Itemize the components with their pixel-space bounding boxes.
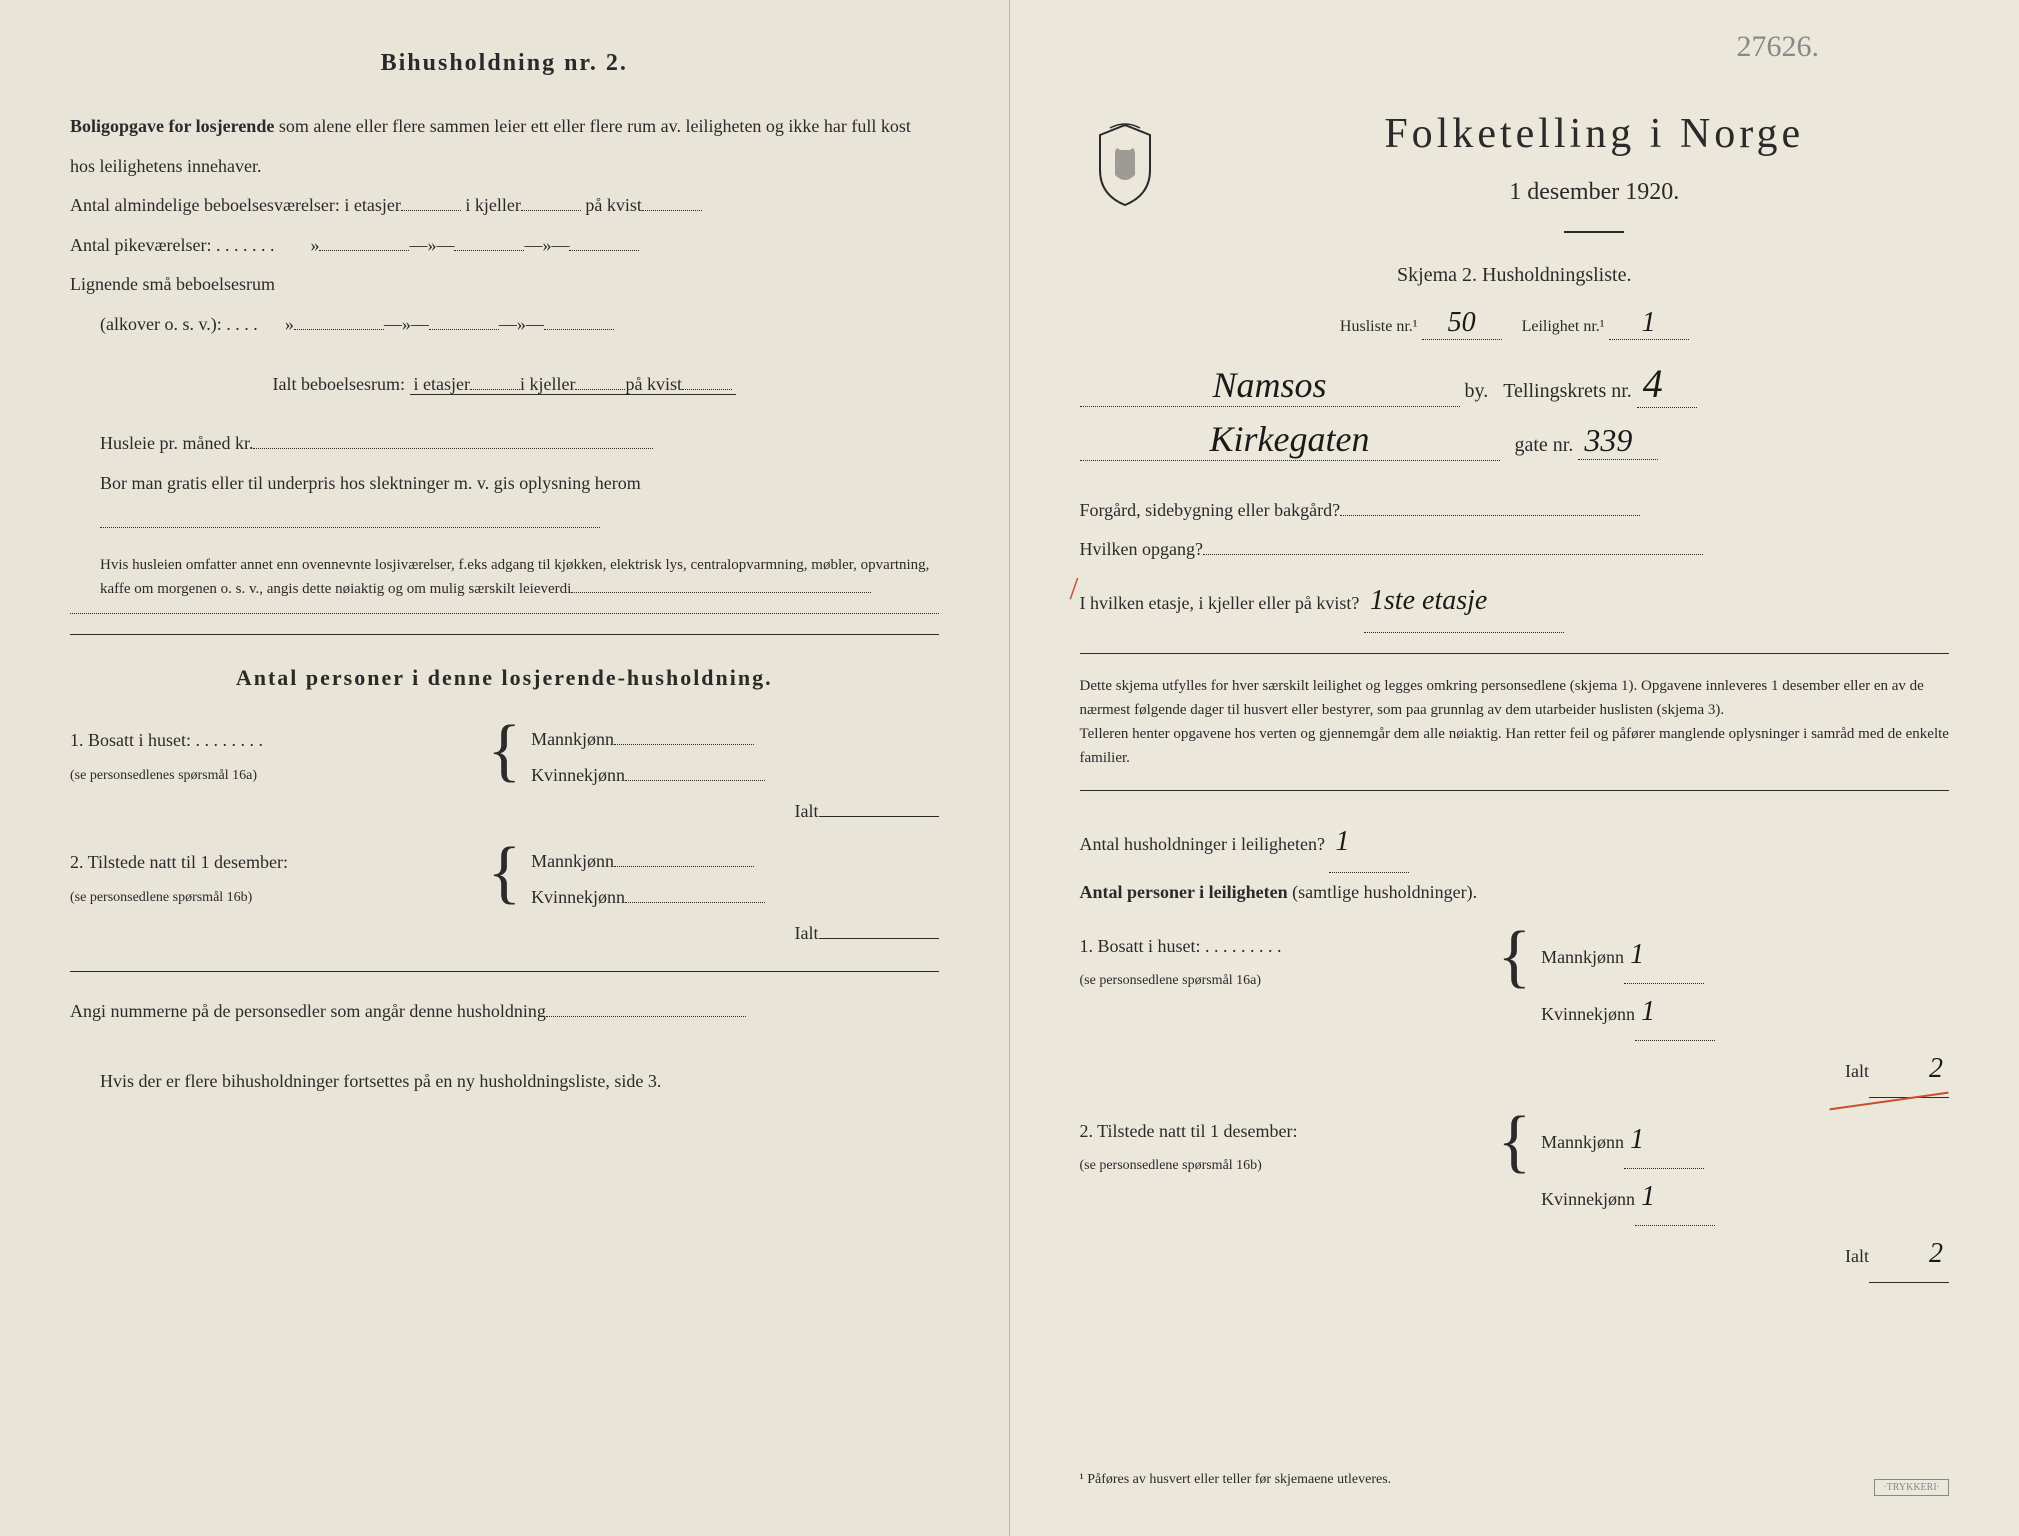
- right-divider1: [1080, 653, 1950, 654]
- intro-paragraph: Boligopgave for losjerende som alene ell…: [70, 107, 939, 186]
- pencil-annotation: 27626.: [1737, 30, 1820, 64]
- printer-stamp: ·TRYKKERI·: [1874, 1479, 1949, 1496]
- left-q2: 2. Tilstede natt til 1 desember: (se per…: [70, 843, 939, 951]
- main-title: Folketelling i Norge: [1240, 110, 1950, 158]
- antal-hush-value: 1: [1329, 826, 1355, 857]
- q2-total-val: 2: [1923, 1238, 1949, 1269]
- coat-of-arms-icon: [1090, 120, 1160, 210]
- free-text: Bor man gratis eller til underpris hos s…: [100, 464, 939, 543]
- angi-line: Angi nummerne på de personsedler som ang…: [70, 992, 939, 1032]
- q2-female-val: 1: [1635, 1181, 1661, 1212]
- rent-note: Hvis husleien omfatter annet enn ovennev…: [100, 553, 939, 601]
- brace-icon: {: [1487, 927, 1541, 987]
- instructions: Dette skjema utfylles for hver særskilt …: [1080, 674, 1950, 770]
- forgard-line: Forgård, sidebygning eller bakgård?: [1080, 491, 1950, 531]
- brace-icon: {: [477, 721, 531, 781]
- etasje-line: I hvilken etasje, i kjeller eller på kvi…: [1080, 570, 1950, 633]
- red-mark-icon: /: [1070, 570, 1079, 607]
- antal-pers-heading: Antal personer i leiligheten (samtlige h…: [1080, 873, 1950, 913]
- footnote: ¹ Påføres av husvert eller teller før sk…: [1080, 1465, 1392, 1496]
- leilighet-value: 1: [1636, 307, 1662, 338]
- q1-male-val: 1: [1624, 939, 1650, 970]
- rooms-line: Antal almindelige beboelsesværelser: i e…: [70, 186, 939, 226]
- left-divider2: [70, 971, 939, 972]
- census-date: 1 desember 1920.: [1240, 166, 1950, 219]
- street-row: Kirkegaten gate nr. 339: [1080, 418, 1950, 461]
- right-q2: 2. Tilstede natt til 1 desember: (se per…: [1080, 1112, 1950, 1283]
- krets-value: 4: [1637, 361, 1669, 406]
- left-divider: [70, 634, 939, 635]
- opgang-line: Hvilken opgang?: [1080, 530, 1950, 570]
- schema-label: Skjema 2. Husholdningsliste.: [1080, 253, 1950, 297]
- city-row: Namsos by. Tellingskrets nr. 4: [1080, 360, 1950, 408]
- left-q1: 1. Bosatt i huset: . . . . . . . . (se p…: [70, 721, 939, 829]
- brace-icon: {: [477, 843, 531, 903]
- gate-value: 339: [1578, 422, 1638, 458]
- intro-bold: Boligopgave for losjerende: [70, 116, 274, 136]
- antal-hush-line: Antal husholdninger i leiligheten? 1: [1080, 811, 1950, 874]
- etasje-value: 1ste etasje: [1364, 585, 1493, 616]
- right-q1: 1. Bosatt i huset: . . . . . . . . . (se…: [1080, 927, 1950, 1098]
- brace-icon: {: [1487, 1112, 1541, 1172]
- right-divider2: [1080, 790, 1950, 791]
- q1-female-val: 1: [1635, 996, 1661, 1027]
- street-value: Kirkegaten: [1204, 419, 1376, 459]
- q2-male-val: 1: [1624, 1124, 1650, 1155]
- rent-line: Husleie pr. måned kr.: [100, 424, 939, 464]
- right-page: 27626. Folketelling i Norge 1 desember 1…: [1010, 0, 2019, 1536]
- left-page: Bihusholdning nr. 2. Boligopgave for los…: [0, 0, 1010, 1536]
- husliste-value: 50: [1442, 307, 1482, 338]
- city-value: Namsos: [1206, 365, 1332, 405]
- q1-total-val: 2: [1923, 1053, 1949, 1084]
- right-header: Folketelling i Norge 1 desember 1920.: [1240, 110, 1950, 233]
- husliste-row: Husliste nr.¹ 50 Leilighet nr.¹ 1: [1080, 307, 1950, 340]
- count-heading: Antal personer i denne losjerende-hushol…: [70, 665, 939, 691]
- maid-rooms: Antal pikeværelser: . . . . . . . »—»——»…: [70, 226, 939, 266]
- total-rooms: Ialt beboelsesrum: i etasjeri kjellerpå …: [70, 365, 939, 405]
- left-heading: Bihusholdning nr. 2.: [70, 50, 939, 77]
- similar-rooms: Lignende små beboelsesrum (alkover o. s.…: [70, 265, 939, 344]
- title-divider: [1564, 231, 1624, 233]
- left-footer: Hvis der er flere bihusholdninger fortse…: [100, 1062, 939, 1102]
